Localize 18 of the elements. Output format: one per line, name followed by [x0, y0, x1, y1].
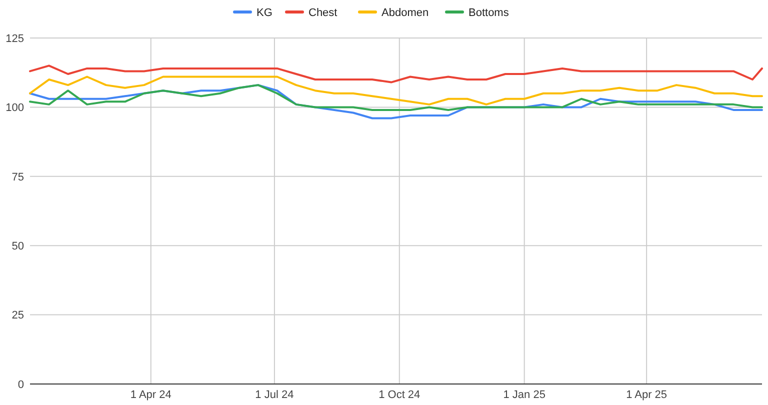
- x-tick-label: 1 Jan 25: [503, 389, 546, 401]
- y-tick-label: 25: [12, 310, 24, 322]
- legend-label: Abdomen: [382, 6, 429, 19]
- x-tick-label: 1 Oct 24: [378, 389, 420, 401]
- line-series: [29, 84, 763, 111]
- x-tick-label: 1 Apr 25: [626, 389, 668, 401]
- x-tick-label: 1 Apr 24: [130, 389, 172, 401]
- y-tick-label: 50: [12, 240, 24, 252]
- legend-label: Bottoms: [468, 6, 510, 19]
- y-tick-label: 75: [12, 171, 24, 184]
- y-tick-label: 125: [6, 32, 24, 45]
- legend-label: KG: [256, 6, 272, 19]
- x-tick-label: 1 Jul 24: [255, 389, 294, 401]
- line-series: [29, 64, 763, 84]
- legend-label: Chest: [308, 6, 338, 19]
- y-tick-label: 100: [6, 102, 24, 114]
- y-tick-label: 0: [18, 378, 24, 391]
- line-series: [29, 76, 763, 106]
